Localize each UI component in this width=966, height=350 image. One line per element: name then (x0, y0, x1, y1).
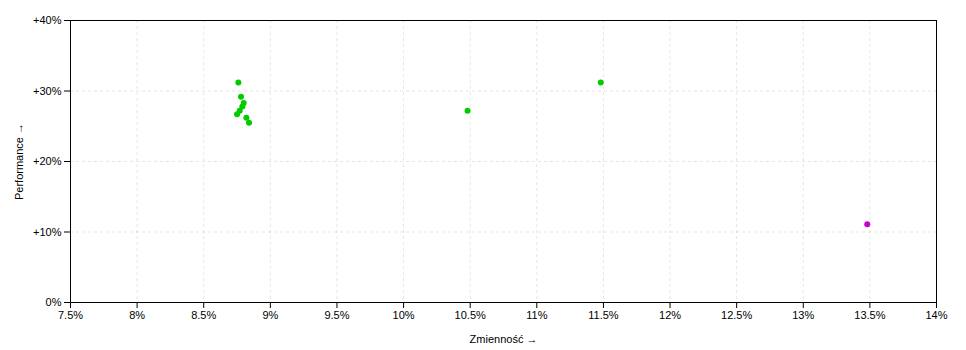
svg-text:11.5%: 11.5% (588, 309, 619, 321)
svg-text:Performance →: Performance → (13, 123, 25, 200)
svg-text:12.5%: 12.5% (721, 309, 752, 321)
svg-text:12%: 12% (659, 309, 681, 321)
svg-text:10.5%: 10.5% (455, 309, 486, 321)
svg-text:8%: 8% (129, 309, 145, 321)
svg-text:+20%: +20% (33, 155, 62, 167)
svg-text:Zmienność →: Zmienność → (470, 333, 538, 345)
svg-text:14%: 14% (925, 309, 947, 321)
svg-text:9%: 9% (262, 309, 278, 321)
svg-text:10%: 10% (393, 309, 415, 321)
svg-text:+10%: +10% (33, 226, 62, 238)
svg-text:+40%: +40% (33, 14, 62, 26)
svg-text:8.5%: 8.5% (191, 309, 216, 321)
svg-text:13.5%: 13.5% (854, 309, 885, 321)
svg-text:7.5%: 7.5% (58, 309, 83, 321)
svg-text:11%: 11% (526, 309, 547, 321)
svg-text:+30%: +30% (33, 85, 62, 97)
svg-text:0%: 0% (46, 296, 62, 308)
svg-text:13%: 13% (792, 309, 814, 321)
svg-text:9.5%: 9.5% (324, 309, 349, 321)
